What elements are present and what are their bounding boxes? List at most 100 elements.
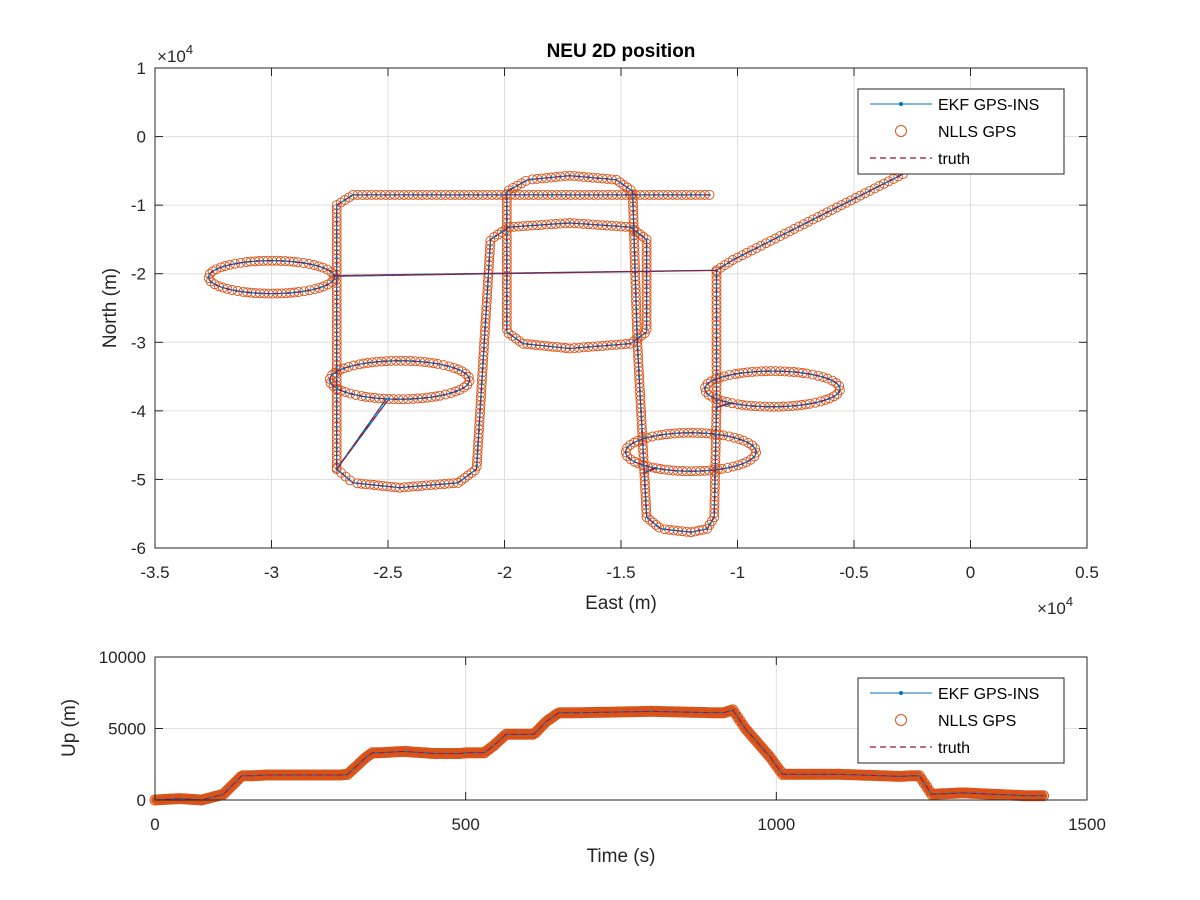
ekf-gps-ins-marker <box>689 193 693 197</box>
ekf-gps-ins-marker <box>425 484 428 487</box>
nlls-gps-marker <box>850 193 861 203</box>
position-y-tick-label: -1 <box>131 196 146 215</box>
legend-entry-nlls: NLLS GPS <box>895 713 1016 730</box>
ekf-gps-ins-marker <box>639 395 642 399</box>
ekf-gps-ins-marker <box>811 218 815 221</box>
ekf-gps-ins-marker <box>478 422 481 426</box>
ekf-gps-ins-marker <box>672 529 675 532</box>
ekf-gps-ins-marker <box>633 265 637 269</box>
nlls-gps-marker <box>879 178 889 189</box>
nlls-gps-marker <box>450 386 461 397</box>
nlls-gps-marker <box>644 514 655 525</box>
position-x-tick-label: 0.5 <box>1075 563 1099 582</box>
ekf-gps-ins-marker <box>647 517 650 520</box>
ekf-gps-ins-marker <box>875 186 879 189</box>
position-x-tick-label: -0.5 <box>839 563 868 582</box>
nlls-gps-marker <box>459 472 470 483</box>
legend-nlls-marker <box>895 714 907 726</box>
position-x-tick-label: -1 <box>730 563 745 582</box>
ekf-gps-ins-marker <box>708 469 711 472</box>
altitude-x-tick-label: 1500 <box>1068 815 1106 834</box>
ekf-gps-ins-marker <box>364 395 367 398</box>
position-x-tick-label: -3.5 <box>140 563 169 582</box>
nlls-gps-marker <box>204 269 215 280</box>
ekf-gps-ins-marker <box>488 245 492 248</box>
ekf-gps-ins-marker <box>550 193 554 197</box>
nlls-gps-marker <box>813 370 824 381</box>
nlls-gps-marker <box>812 212 823 223</box>
position-y-tick-label: -6 <box>131 539 146 558</box>
nlls-gps-marker <box>318 281 329 292</box>
ekf-gps-ins-marker <box>801 371 804 375</box>
ekf-gps-ins-marker <box>522 180 525 184</box>
ekf-gps-ins-marker <box>260 292 264 295</box>
position-x-tick-label: 0 <box>966 563 975 582</box>
position-y-tick-label: -3 <box>131 333 146 352</box>
nlls-gps-marker <box>463 470 474 481</box>
ekf-gps-ins-marker <box>837 384 841 388</box>
position-y-exponent: ×104 <box>157 42 193 66</box>
nlls-gps-marker <box>217 282 228 293</box>
ekf-gps-ins-marker <box>505 280 508 283</box>
ekf-gps-ins-marker <box>335 255 338 259</box>
altitude-x-tick-label: 0 <box>150 815 159 834</box>
nlls-gps-marker <box>222 283 233 294</box>
y-exponent-power: 4 <box>186 42 193 57</box>
altitude-legend: EKF GPS-INS NLLS GPS truth <box>857 677 1065 764</box>
nlls-gps-marker <box>822 207 833 218</box>
y-exponent-times: × <box>157 47 167 66</box>
ekf-gps-ins-marker <box>479 402 482 405</box>
ekf-gps-ins-marker <box>385 397 388 400</box>
ekf-gps-ins-marker <box>439 193 443 197</box>
ekf-gps-ins-marker <box>335 447 338 450</box>
ekf-gps-ins-marker <box>715 282 718 286</box>
ekf-gps-ins-marker <box>531 178 534 181</box>
altitude-y-tick-label: 0 <box>137 791 146 810</box>
ekf-gps-ins-marker <box>335 208 338 211</box>
nlls-gps-marker <box>789 224 800 234</box>
nlls-gps-marker <box>314 282 325 293</box>
ekf-gps-ins-marker <box>335 338 338 341</box>
ekf-gps-ins-marker <box>681 530 684 533</box>
ekf-gps-ins-marker <box>667 468 671 472</box>
ekf-gps-ins-marker <box>758 405 762 408</box>
ekf-gps-ins-marker <box>671 193 674 197</box>
position-title: NEU 2D position <box>547 41 696 62</box>
nlls-gps-marker <box>445 388 456 399</box>
nlls-gps-marker <box>724 431 734 442</box>
ekf-gps-ins-marker <box>714 441 717 445</box>
ekf-gps-ins-marker <box>387 397 390 401</box>
svg-text:×104: ×104 <box>1037 594 1073 618</box>
ekf-gps-ins-marker <box>776 236 779 239</box>
ekf-gps-ins-marker <box>662 193 665 197</box>
nlls-gps-marker <box>737 250 748 261</box>
nlls-gps-marker <box>751 243 762 254</box>
nlls-gps-marker <box>742 247 752 258</box>
ekf-gps-ins-marker <box>482 354 485 357</box>
nlls-gps-marker <box>448 362 459 373</box>
ekf-gps-ins-marker <box>549 176 553 179</box>
position-x-tick-label: -2.5 <box>373 563 402 582</box>
ekf-gps-ins-marker <box>475 463 478 467</box>
ekf-gps-ins-marker <box>635 334 639 337</box>
nlls-gps-marker <box>620 447 631 458</box>
nlls-gps-marker <box>615 177 625 188</box>
nlls-gps-marker <box>828 391 839 402</box>
ekf-gps-ins-marker <box>294 260 297 264</box>
ekf-gps-ins-marker <box>540 223 543 227</box>
ekf-gps-ins-marker <box>505 259 508 263</box>
ekf-gps-ins-marker <box>645 299 648 302</box>
nlls-gps-marker <box>817 209 828 220</box>
nlls-gps-marker <box>345 475 356 486</box>
ekf-gps-ins-marker <box>418 360 422 363</box>
nlls-gps-marker <box>298 258 309 268</box>
altitude-x-tick-label: 1000 <box>757 815 795 834</box>
ekf-gps-ins-marker <box>335 324 338 327</box>
position-x-exponent: ×104 <box>1037 594 1073 618</box>
ekf-gps-ins-marker <box>847 200 850 203</box>
ekf-gps-ins-marker <box>787 405 790 408</box>
ekf-gps-ins-marker <box>335 276 338 279</box>
nlls-gps-marker <box>831 202 842 213</box>
nlls-gps-marker <box>651 463 662 474</box>
x-exponent-base: 10 <box>1047 599 1066 618</box>
